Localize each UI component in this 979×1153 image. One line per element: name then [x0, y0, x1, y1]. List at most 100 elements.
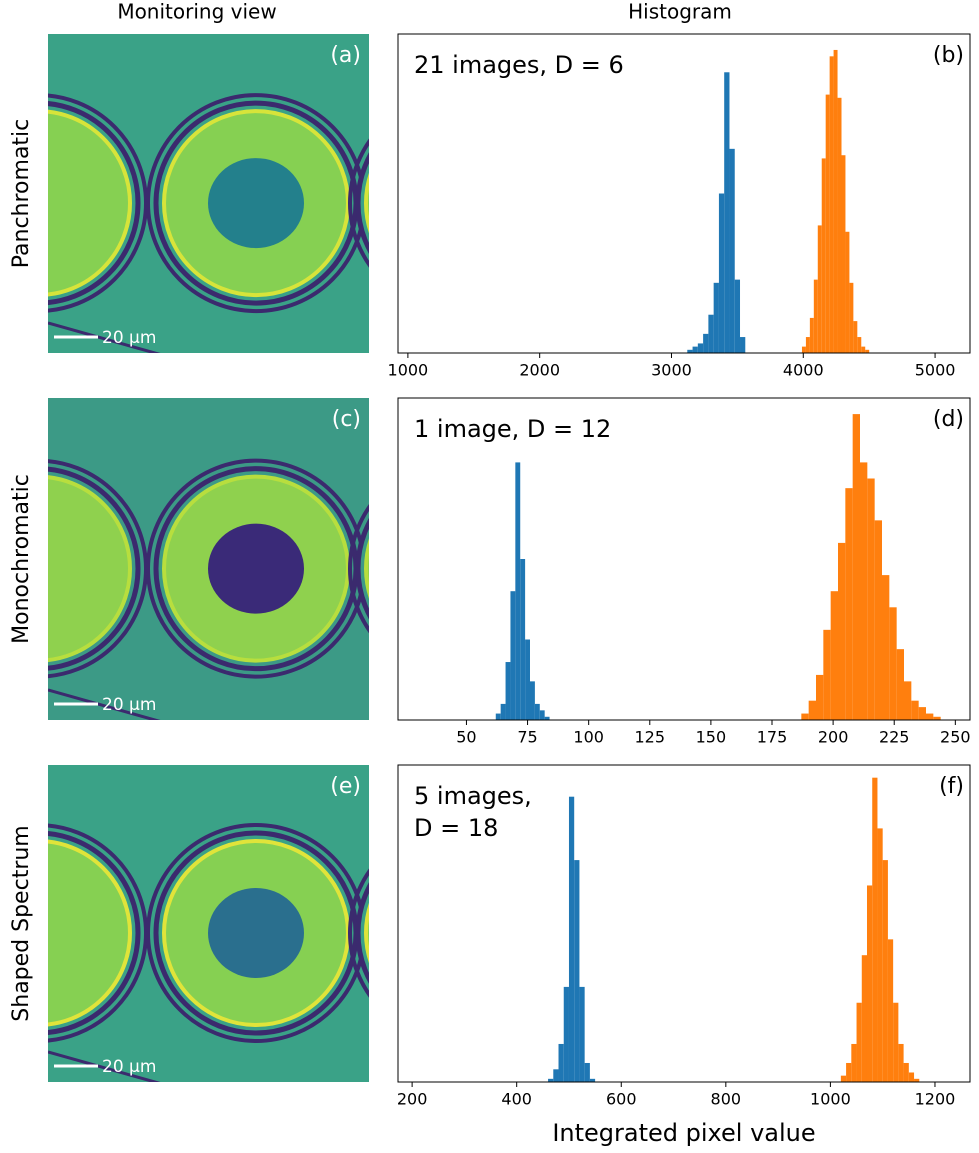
histogram-bar — [856, 1002, 862, 1082]
histogram-bar — [882, 860, 888, 1082]
x-tick-label: 800 — [711, 1090, 742, 1109]
panel-label: (b) — [933, 43, 964, 68]
histogram-bar — [846, 1062, 852, 1082]
histogram-bar — [857, 337, 862, 353]
histogram-bar — [823, 629, 831, 720]
histogram-bar — [845, 488, 853, 720]
histogram-bar — [697, 343, 704, 353]
outer-ring — [355, 152, 369, 254]
histogram-bar — [801, 346, 806, 353]
histogram-bar — [548, 1078, 554, 1082]
x-tick-label: 2000 — [519, 361, 560, 380]
well — [48, 109, 132, 297]
histogram-bar — [841, 155, 846, 353]
histogram-bar — [889, 607, 897, 720]
x-tick-label: 1000 — [810, 1090, 851, 1109]
histogram-bar — [510, 591, 516, 720]
histogram-bar — [729, 148, 735, 353]
histogram-bar — [903, 1062, 909, 1082]
histogram-bar — [865, 349, 870, 353]
histogram-bar — [933, 716, 941, 720]
x-tick-label: 4000 — [783, 361, 824, 380]
histogram-bar — [861, 346, 866, 353]
outer-ring — [355, 517, 369, 620]
outer-ring — [348, 504, 369, 634]
histogram-bar — [874, 520, 882, 720]
histogram-bar — [837, 97, 842, 353]
histogram-bar — [852, 414, 860, 720]
histogram-bar — [687, 349, 693, 353]
annotation: 1 image, D = 12 — [414, 415, 611, 443]
panel-label: (a) — [330, 43, 361, 68]
histogram-bar — [914, 1078, 920, 1082]
histogram-bar — [817, 225, 822, 353]
outer-ring — [355, 882, 369, 984]
annotation: 5 images, — [414, 782, 532, 810]
histogram-bar — [530, 681, 535, 720]
well — [364, 538, 369, 599]
histogram-bar — [918, 707, 926, 720]
x-tick-label: 200 — [397, 1090, 428, 1109]
histogram-bar — [808, 700, 816, 720]
row-label: Monochromatic — [9, 474, 34, 644]
histogram-bar — [805, 337, 810, 353]
micrograph — [48, 34, 369, 353]
histogram-bar — [724, 72, 730, 353]
well — [48, 839, 132, 1027]
histogram-bar — [882, 575, 890, 720]
edge-line — [48, 1050, 161, 1082]
histogram-bar — [563, 986, 569, 1082]
panel-label: (f) — [939, 774, 964, 799]
edge-line — [48, 321, 161, 353]
histogram-bar — [898, 1043, 904, 1082]
histogram-bar — [813, 279, 818, 353]
x-tick-label: 1200 — [915, 1090, 956, 1109]
x-tick-label: 1000 — [388, 361, 429, 380]
histogram-bar — [866, 885, 873, 1082]
histogram-bar — [708, 314, 714, 353]
histogram-bar — [809, 317, 814, 353]
panel-label: (e) — [330, 774, 361, 799]
histogram-bar — [515, 462, 521, 720]
histogram-bar — [553, 1069, 559, 1082]
panel-label: (d) — [933, 407, 964, 432]
histogram-bar — [495, 713, 501, 720]
scale-bar-label: 20 µm — [102, 695, 156, 715]
histogram-bar — [574, 860, 580, 1082]
x-tick-label: 225 — [879, 728, 910, 747]
histogram-bar — [893, 1002, 899, 1082]
annotation: 21 images, D = 6 — [414, 51, 624, 79]
histogram-bar — [801, 713, 809, 720]
histogram-bar — [867, 478, 875, 720]
scale-bar-label: 20 µm — [102, 328, 156, 348]
x-tick-label: 600 — [606, 1090, 637, 1109]
x-tick-label: 75 — [517, 728, 537, 747]
histogram-bar — [825, 94, 830, 354]
scale-bar-label: 20 µm — [102, 1057, 156, 1077]
well-center — [208, 523, 304, 614]
histogram-bar — [840, 1075, 847, 1082]
x-tick-label: 100 — [573, 728, 604, 747]
histogram-bar — [830, 591, 838, 720]
histogram-bar — [703, 333, 709, 353]
x-tick-label: 250 — [940, 728, 971, 747]
histogram-bar — [849, 282, 854, 353]
histogram-bar — [853, 321, 858, 353]
edge-line — [48, 688, 161, 720]
histogram-bar — [589, 1078, 596, 1082]
histogram-bar — [833, 49, 838, 353]
x-tick-label: 125 — [635, 728, 666, 747]
histogram-bar — [544, 716, 550, 720]
histogram-bar — [558, 1043, 564, 1082]
histogram-bar — [718, 193, 725, 353]
histogram-bar — [911, 700, 919, 720]
histogram-bar — [838, 542, 846, 720]
histogram-bar — [877, 828, 883, 1082]
column-title: Monitoring view — [117, 0, 276, 24]
histogram-bar — [908, 1072, 915, 1082]
histogram-bar — [734, 279, 741, 353]
histogram-bar — [887, 939, 894, 1082]
histogram-bar — [851, 1043, 857, 1082]
row-label: Shaped Spectrum — [9, 825, 34, 1021]
outer-ring — [348, 138, 369, 268]
